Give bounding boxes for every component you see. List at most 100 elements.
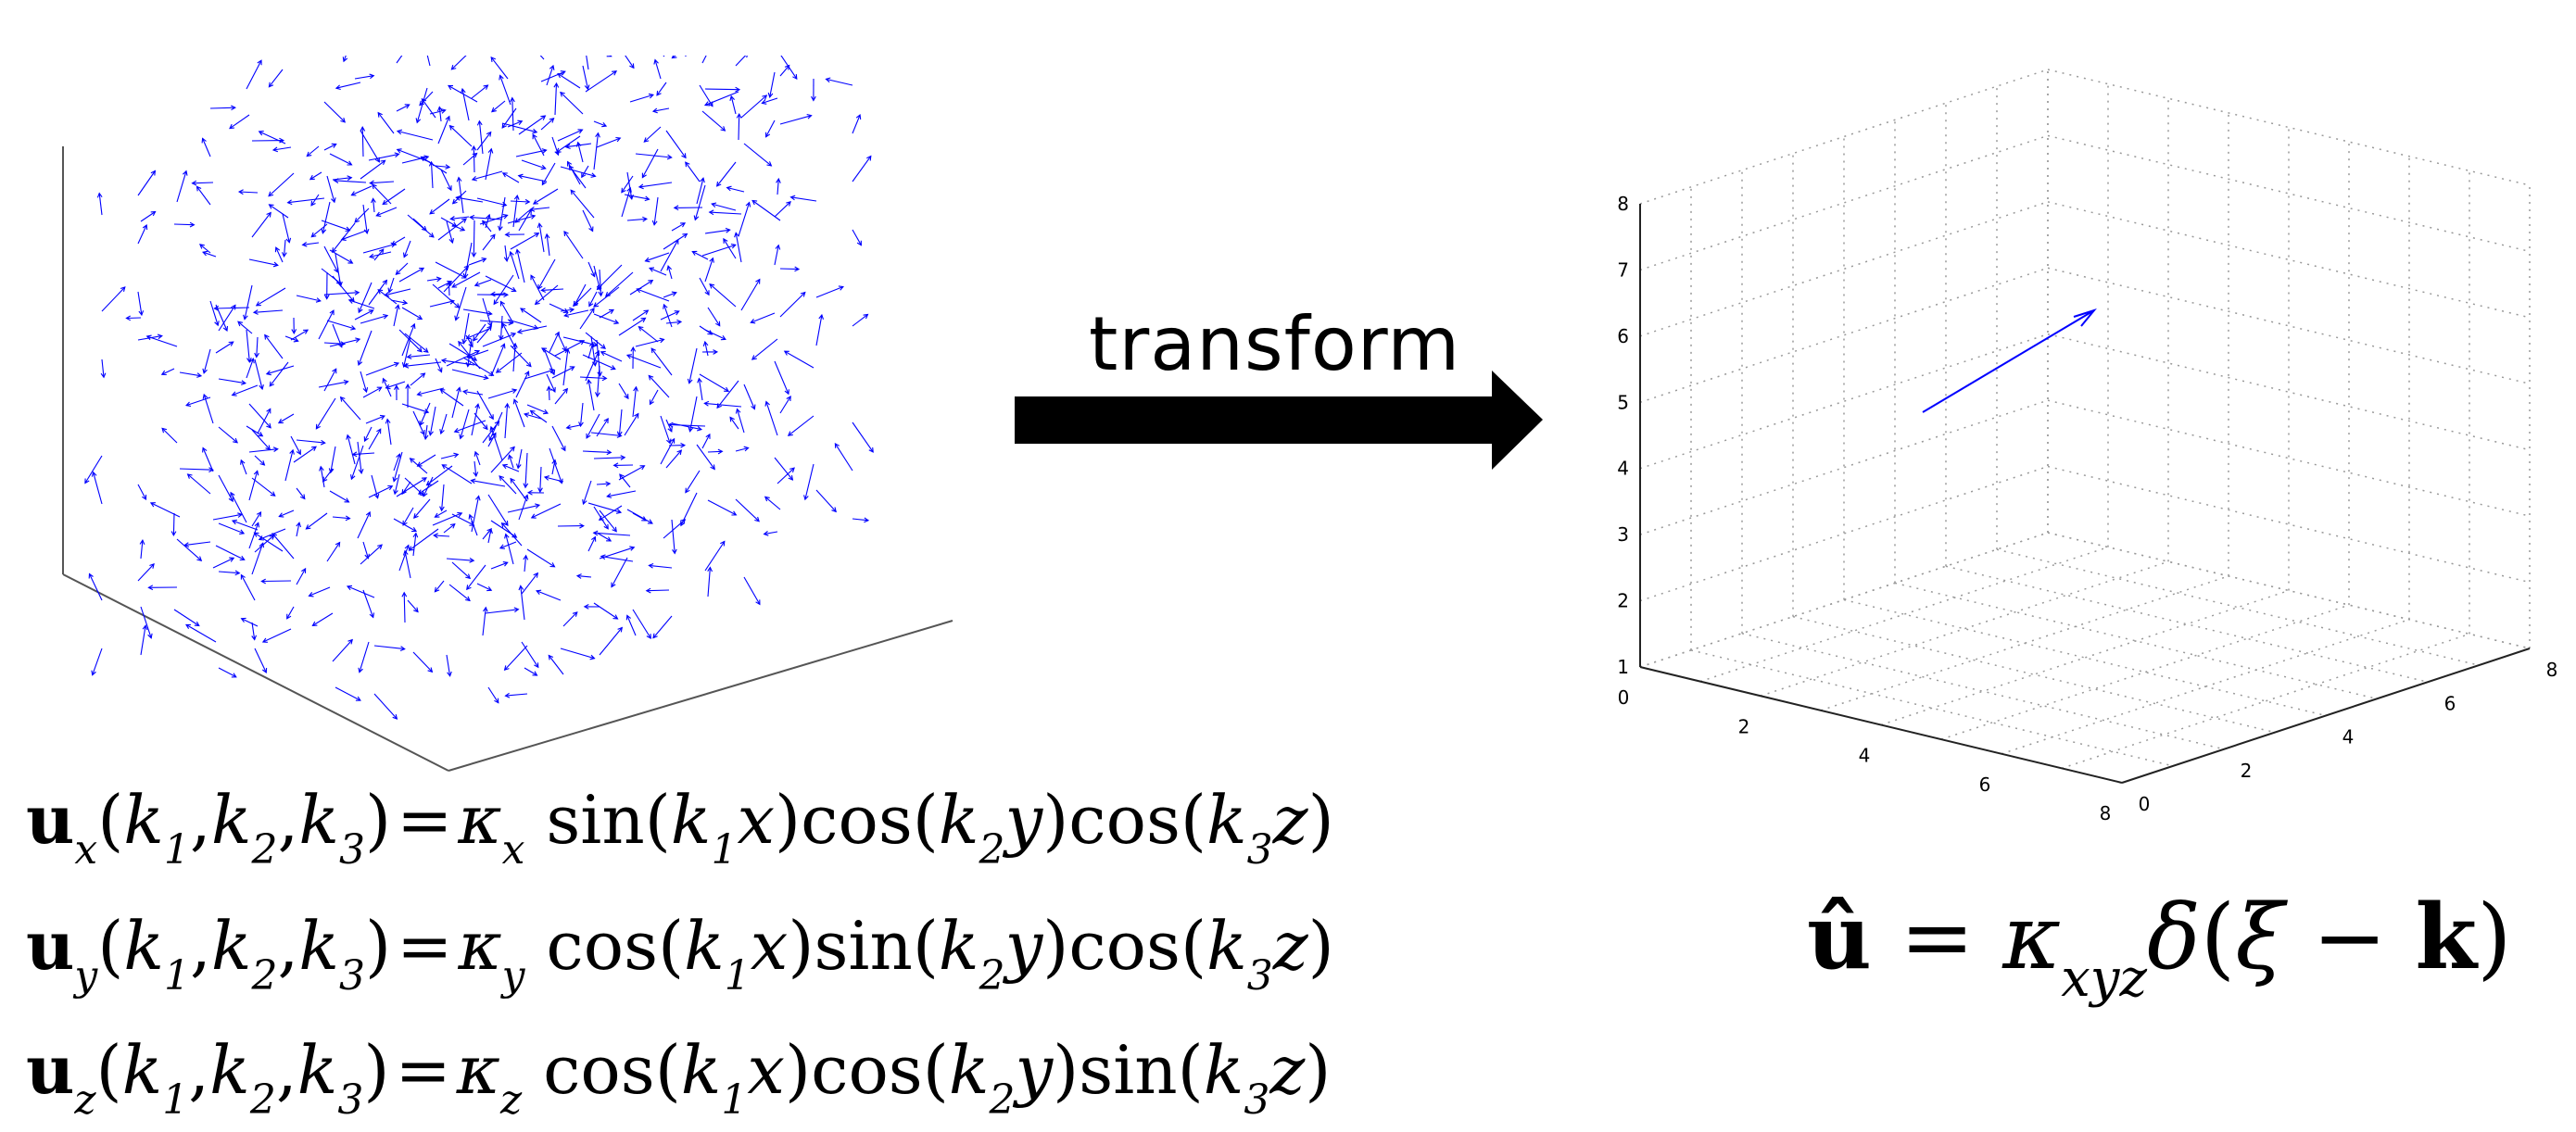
floor-gridline: [1760, 560, 2169, 697]
field-arrow-head: [789, 195, 796, 201]
field-arrow-head: [374, 157, 380, 163]
field-arrow: [560, 648, 595, 660]
field-arrow: [248, 471, 259, 501]
field-arrow: [567, 161, 581, 185]
wall-gridline: [1639, 201, 2049, 337]
field-arrow: [251, 429, 271, 450]
field-arrow-head: [751, 199, 758, 206]
field-arrow-head: [237, 189, 244, 195]
field-arrow-head: [488, 435, 494, 442]
field-arrow: [704, 329, 726, 340]
field-arrow: [268, 172, 295, 197]
field-arrow-head: [750, 319, 756, 324]
field-arrow: [332, 275, 355, 303]
field-arrow-head: [202, 447, 208, 453]
field-arrow-head: [590, 172, 597, 178]
field-arrow: [388, 277, 395, 293]
field-arrow: [360, 159, 385, 180]
field-arrow: [520, 585, 525, 621]
field-arrow-head: [666, 438, 672, 445]
field-arrow-head: [532, 128, 538, 134]
field-arrow: [641, 148, 659, 178]
field-arrow: [505, 693, 528, 697]
field-arrow: [539, 56, 545, 60]
field-arrow: [412, 533, 417, 557]
field-arrow: [660, 310, 679, 321]
field-arrow: [215, 304, 228, 332]
field-arrow-head: [500, 343, 506, 349]
axis-tick-label: 4: [1617, 458, 1629, 480]
right-plot-ticks: 1 2 3 4 5 6 7 8 0 2 4 6 8 0 2 4 6 8: [1617, 193, 2557, 824]
field-arrow-head: [230, 491, 235, 497]
wall-gridline: [2047, 201, 2531, 319]
field-arrow-head: [406, 354, 412, 359]
field-arrow: [261, 580, 292, 583]
field-arrow: [590, 432, 622, 437]
field-arrow-head: [394, 361, 400, 368]
field-arrow: [347, 434, 356, 465]
field-arrow-head: [746, 56, 748, 58]
field-arrow: [516, 249, 525, 283]
field-arrow: [513, 399, 525, 428]
field-arrow-head: [437, 367, 443, 373]
field-arrow: [251, 622, 256, 640]
field-arrow: [499, 541, 517, 549]
field-arrow: [660, 438, 676, 465]
field-arrow-head: [792, 74, 798, 81]
field-arrow-head: [786, 396, 791, 402]
field-arrow: [487, 433, 497, 447]
field-arrow: [268, 69, 284, 88]
field-arrow-head: [490, 233, 496, 240]
field-arrow: [777, 179, 779, 195]
field-arrow-head: [455, 195, 461, 201]
axis-tick-label: 4: [1859, 745, 1871, 767]
field-arrow: [432, 283, 460, 308]
field-arrow-head: [454, 303, 461, 308]
field-arrow-head: [549, 562, 556, 568]
field-arrow-head: [582, 499, 587, 506]
field-arrow: [626, 509, 653, 524]
field-arrow: [599, 547, 635, 560]
field-arrow: [531, 503, 562, 519]
field-arrow-head: [231, 391, 237, 396]
field-arrow: [530, 409, 548, 423]
field-arrow-head: [331, 197, 336, 204]
field-arrow-head: [628, 195, 634, 201]
field-arrow: [467, 338, 473, 367]
field-arrow: [230, 492, 247, 523]
floor-gridline: [1843, 598, 2327, 717]
field-arrow: [306, 512, 328, 530]
axis-tick-label: 6: [2444, 692, 2456, 714]
field-arrow: [635, 338, 664, 347]
field-arrow-head: [377, 111, 383, 118]
field-arrow-head: [261, 637, 268, 643]
field-arrow: [653, 196, 659, 225]
field-arrow-head: [271, 533, 277, 539]
field-arrow-head: [423, 409, 430, 414]
field-arrow: [774, 360, 789, 395]
field-arrow-head: [548, 654, 554, 660]
field-arrow-head: [541, 347, 548, 353]
field-arrow-head: [315, 297, 322, 303]
field-arrow-head: [413, 607, 419, 613]
field-arrow: [358, 282, 373, 313]
field-arrow-head: [636, 287, 642, 294]
field-arrow-head: [680, 442, 687, 448]
field-arrow-head: [541, 148, 548, 154]
field-arrow: [540, 118, 554, 131]
field-arrow-head: [296, 449, 301, 456]
field-arrow-head: [765, 132, 771, 138]
field-arrow-head: [354, 217, 360, 223]
field-arrow-head: [672, 548, 677, 555]
field-arrow-head: [501, 172, 508, 178]
field-arrow-head: [150, 210, 157, 217]
field-arrow-head: [229, 123, 235, 130]
field-arrow-head: [564, 347, 571, 354]
field-arrow: [668, 423, 706, 427]
floor-gridline: [1741, 633, 2225, 750]
field-arrow: [533, 188, 559, 205]
field-arrow-head: [608, 308, 614, 314]
field-arrow: [360, 544, 383, 565]
field-arrow: [521, 641, 539, 668]
field-arrow: [451, 271, 481, 288]
